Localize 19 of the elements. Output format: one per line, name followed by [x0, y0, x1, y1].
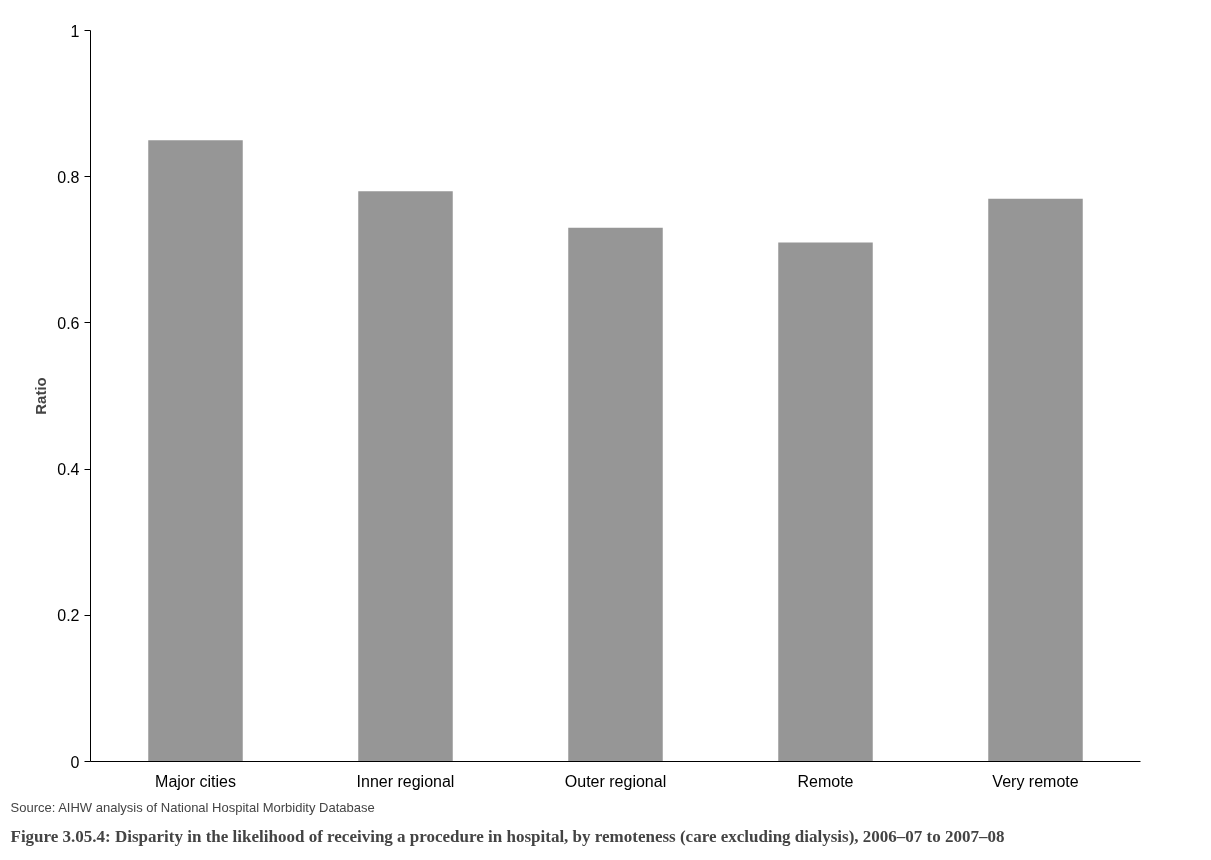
x-tick-label: Remote [797, 772, 854, 790]
source-note: Source: AIHW analysis of National Hospital Morbidity Database [10, 799, 375, 815]
y-tick-label: 0.4 [57, 461, 80, 479]
y-tick-label: 0.2 [57, 607, 80, 625]
x-tick-label: Major cities [155, 772, 236, 790]
bar [568, 227, 663, 762]
y-tick-label: 1 [70, 22, 80, 40]
y-tick-label: 0 [70, 753, 80, 771]
y-tick-label: 0.6 [57, 314, 80, 332]
bar [358, 191, 453, 762]
y-axis-title: Ratio [32, 377, 50, 415]
x-tick-label: Very remote [992, 772, 1079, 790]
bar [778, 242, 873, 762]
x-tick-label: Inner regional [356, 772, 455, 790]
x-tick-label: Outer regional [564, 772, 667, 790]
y-tick-label: 0.8 [57, 168, 80, 186]
bar [148, 140, 243, 762]
text: Figure 3.05.4: Disparity in the likelihood of receiving a procedure in hospital, by remoteness (care excluding dialysis), 2006–07 to 2007–08 [10, 826, 1005, 846]
bar [988, 198, 1083, 762]
